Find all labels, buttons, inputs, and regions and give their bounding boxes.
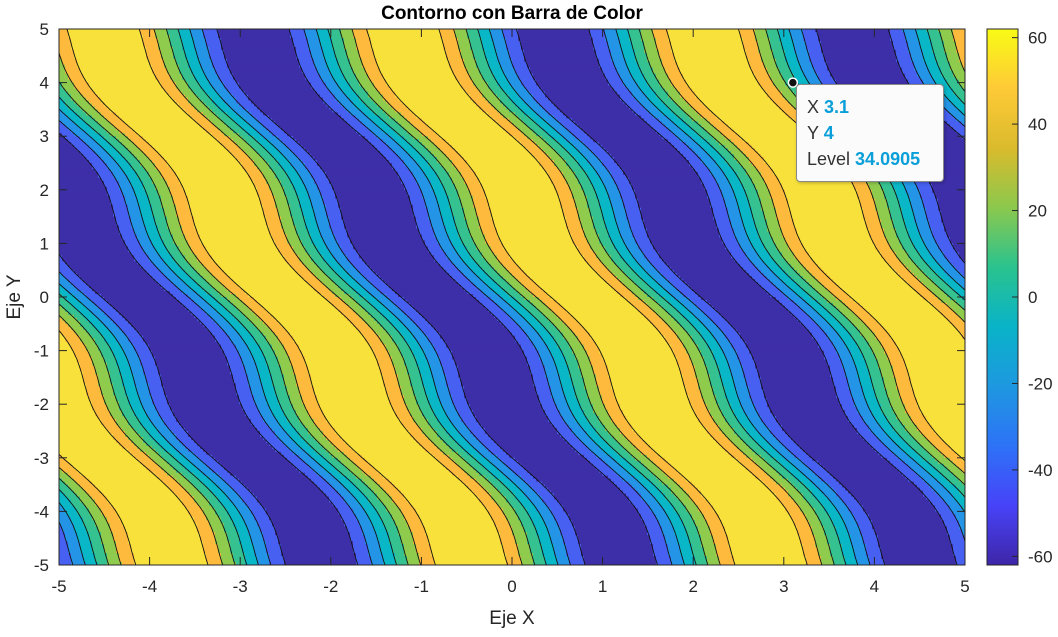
datatip-y-label: Y bbox=[807, 123, 819, 143]
y-tick-label: 0 bbox=[40, 288, 49, 307]
datatip-x-row: X 3.1 bbox=[807, 94, 933, 120]
x-tick-label: 3 bbox=[779, 577, 788, 596]
y-tick-label: 1 bbox=[40, 234, 49, 253]
x-tick-label: 1 bbox=[598, 577, 607, 596]
y-tick-label: 4 bbox=[40, 74, 49, 93]
y-tick-label: -3 bbox=[34, 449, 49, 468]
y-tick-label: 5 bbox=[40, 20, 49, 39]
datatip-level-row: Level 34.0905 bbox=[807, 146, 933, 172]
y-tick-label: 2 bbox=[40, 181, 49, 200]
x-tick-label: -2 bbox=[323, 577, 338, 596]
x-tick-label: 0 bbox=[507, 577, 516, 596]
y-tick-label: 3 bbox=[40, 127, 49, 146]
datatip-level-value: 34.0905 bbox=[855, 149, 920, 169]
x-tick-label: 5 bbox=[960, 577, 969, 596]
datatip-y-value: 4 bbox=[824, 123, 834, 143]
x-axis-label: Eje X bbox=[489, 608, 535, 629]
chart-title: Contorno con Barra de Color bbox=[381, 3, 643, 24]
colorbar-tick-label: -40 bbox=[1028, 461, 1053, 480]
colorbar-tick-label: -60 bbox=[1028, 547, 1053, 566]
datatip[interactable]: X 3.1 Y 4 Level 34.0905 bbox=[796, 84, 944, 182]
y-tick-label: -5 bbox=[34, 556, 49, 575]
colorbar-tick-label: 40 bbox=[1028, 115, 1047, 134]
y-tick-label: -2 bbox=[34, 395, 49, 414]
y-tick-label: -4 bbox=[34, 502, 49, 521]
x-tick-label: -1 bbox=[414, 577, 429, 596]
x-tick-label: -4 bbox=[142, 577, 157, 596]
datatip-x-value: 3.1 bbox=[824, 97, 849, 117]
x-tick-label: 2 bbox=[688, 577, 697, 596]
x-tick-label: -3 bbox=[233, 577, 248, 596]
y-tick-label: -1 bbox=[34, 342, 49, 361]
datatip-x-label: X bbox=[807, 97, 819, 117]
datatip-level-label: Level bbox=[807, 149, 850, 169]
x-tick-label: 4 bbox=[870, 577, 879, 596]
colorbar: -60 -40 -20 0 20 40 60 bbox=[987, 29, 1053, 567]
datatip-y-row: Y 4 bbox=[807, 120, 933, 146]
colorbar-tick-label: 20 bbox=[1028, 202, 1047, 221]
y-axis-label: Eje Y bbox=[4, 274, 25, 319]
colorbar-tick-label: 0 bbox=[1028, 288, 1037, 307]
x-tick-label: -5 bbox=[51, 577, 66, 596]
colorbar-tick-label: 60 bbox=[1028, 29, 1047, 48]
colorbar-tick-label: -20 bbox=[1028, 374, 1053, 393]
